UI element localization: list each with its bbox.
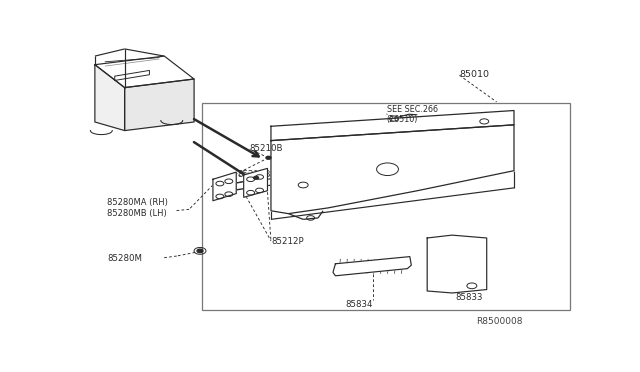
Polygon shape (95, 56, 194, 87)
Circle shape (253, 176, 259, 179)
Text: 85280MA (RH)
85280MB (LH): 85280MA (RH) 85280MB (LH) (108, 198, 168, 218)
Polygon shape (333, 257, 412, 276)
Polygon shape (213, 172, 236, 201)
Polygon shape (271, 125, 514, 214)
Text: 85210B: 85210B (237, 170, 271, 179)
Circle shape (197, 249, 203, 253)
Text: 85833: 85833 (456, 293, 483, 302)
Polygon shape (125, 79, 194, 131)
Text: 85210B: 85210B (250, 144, 283, 153)
Bar (202, 103, 570, 310)
Circle shape (266, 156, 271, 159)
Text: R8500008: R8500008 (476, 317, 523, 326)
Polygon shape (428, 235, 486, 293)
Polygon shape (95, 65, 125, 131)
Text: 85212P: 85212P (271, 237, 303, 246)
Text: SEE SEC.266
(26510): SEE SEC.266 (26510) (387, 105, 438, 124)
Text: 85010: 85010 (460, 70, 490, 79)
Polygon shape (271, 110, 514, 141)
Text: 85834: 85834 (346, 300, 373, 309)
Polygon shape (244, 169, 268, 197)
Text: 85280M: 85280M (108, 254, 142, 263)
